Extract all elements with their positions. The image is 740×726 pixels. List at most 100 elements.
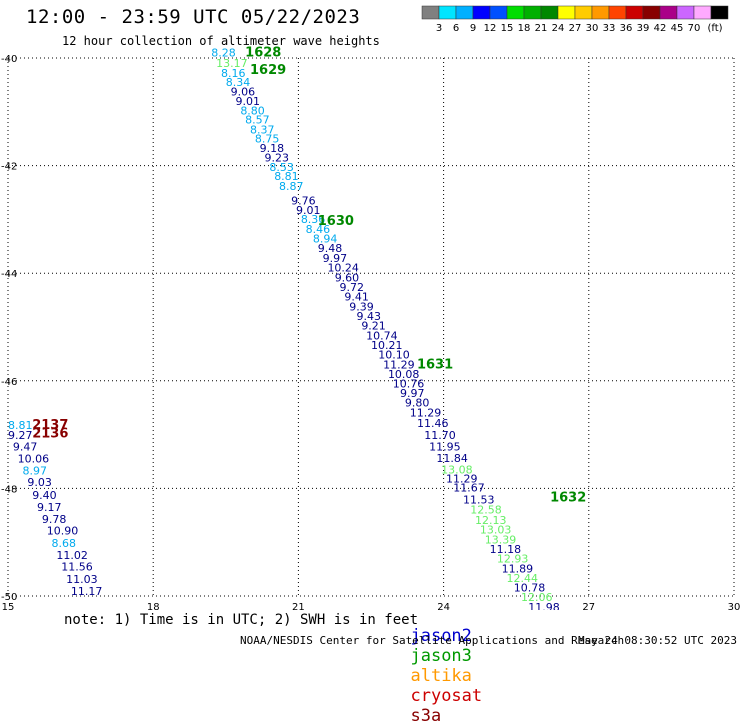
wave-height-point: 9.97 [323, 252, 348, 265]
wave-height-point: 13.17 [216, 57, 248, 70]
wave-height-point: 8.53 [269, 161, 294, 174]
credit-line: NOAA/NESDIS Center for Satellite Applica… [240, 634, 625, 647]
wave-height-point: 11.03 [66, 573, 98, 586]
wave-height-point: 10.78 [514, 582, 546, 595]
page-subtitle: 12 hour collection of altimeter wave hei… [62, 34, 380, 48]
x-tick-label: 30 [728, 602, 740, 610]
wave-height-point: 9.27 [8, 429, 33, 442]
wave-height-point: 9.76 [291, 194, 316, 207]
wave-height-point: 11.53 [463, 493, 495, 506]
wave-height-point: 11.89 [502, 562, 534, 575]
y-tick-label: -44 [1, 269, 17, 280]
wave-height-point: 9.03 [27, 476, 52, 489]
legend-jason2: jason2 [410, 626, 472, 646]
wave-height-point: 8.28 [211, 46, 236, 59]
y-tick-label: -50 [1, 592, 17, 603]
wave-height-point: 10.90 [47, 525, 79, 538]
pass-number-label: 2136 [32, 426, 68, 441]
wave-height-point: 8.57 [245, 114, 270, 127]
wave-height-point: 9.48 [318, 242, 343, 255]
wave-height-point: 9.78 [42, 513, 67, 526]
wave-height-point: 8.36 [301, 213, 326, 226]
wave-height-point: 9.40 [32, 489, 57, 502]
x-tick-label: 24 [437, 602, 450, 610]
wave-height-point: 8.81 [274, 170, 299, 183]
wave-height-point: 11.29 [446, 472, 478, 485]
x-tick-label: 15 [2, 602, 15, 610]
wave-height-point: 9.41 [344, 291, 369, 304]
wave-height-point: 10.10 [378, 349, 410, 362]
satellite-legend: jason2 jason3 altika cryosat s3a [390, 606, 492, 726]
x-tick-label: 18 [147, 602, 160, 610]
wave-height-point: 10.21 [371, 339, 403, 352]
wave-height-point: 9.01 [296, 204, 321, 217]
pass-number-label: 2137 [32, 418, 68, 433]
wave-height-point: 12.06 [521, 591, 553, 604]
wave-height-chart: 15 18 21 24 27 30-40-42-44-46-48-508.2813.178… [1, 45, 740, 610]
wave-height-point: 11.98 [528, 601, 560, 610]
pass-number-label: 1628 [245, 45, 281, 60]
wave-height-point: 10.06 [18, 453, 50, 466]
wave-height-point: 9.21 [361, 320, 386, 333]
wave-height-point: 11.56 [61, 561, 93, 574]
pass-number-label: 1631 [417, 357, 453, 372]
wave-height-point: 9.47 [13, 441, 38, 454]
generated-timestamp: May 24 08:30:52 UTC 2023 [578, 634, 737, 647]
legend-altika: altika [410, 666, 472, 686]
y-tick-label: -42 [1, 162, 17, 173]
wave-height-point: 9.43 [356, 310, 381, 323]
wave-height-point: 13.03 [480, 524, 512, 537]
footnote: note: 1) Time is in UTC; 2) SWH is in fe… [64, 612, 419, 628]
y-tick-label: -40 [1, 54, 17, 65]
legend-jason3: jason3 [410, 646, 472, 666]
wave-height-point: 9.23 [265, 151, 290, 164]
wave-height-point: 8.16 [221, 67, 246, 80]
pass-number-label: 1630 [318, 214, 354, 229]
wave-height-point: 9.06 [231, 86, 256, 99]
wave-height-point: 12.58 [470, 504, 502, 517]
wave-height-point: 11.29 [410, 406, 442, 419]
pass-number-label: 1632 [550, 490, 586, 505]
wave-height-point: 8.97 [23, 464, 48, 477]
wave-height-point: 13.39 [485, 533, 517, 546]
wave-height-point: 11.29 [383, 358, 415, 371]
wave-height-point: 8.80 [240, 104, 265, 117]
wave-height-point: 12.93 [497, 553, 528, 566]
wave-height-point: 8.37 [250, 123, 275, 136]
wave-height-point: 10.74 [366, 329, 398, 342]
pass-number-label: 1629 [250, 63, 286, 78]
wave-height-point: 9.97 [400, 387, 425, 400]
wave-height-point: 9.17 [37, 501, 62, 514]
wave-height-point: 8.46 [306, 223, 331, 236]
y-tick-label: -48 [1, 484, 17, 495]
x-tick-label: 27 [582, 602, 595, 610]
wave-height-point: 9.01 [235, 95, 259, 108]
wave-height-point: 10.24 [327, 262, 359, 275]
wave-height-point: 9.39 [349, 300, 374, 313]
wave-height-point: 12.44 [507, 572, 539, 585]
wave-height-point: 11.67 [453, 482, 485, 495]
wave-height-point: 8.94 [313, 233, 338, 246]
wave-height-point: 9.60 [335, 271, 360, 284]
wave-height-point: 8.75 [255, 132, 280, 145]
y-tick-label: -46 [1, 377, 17, 388]
wave-height-point: 8.34 [226, 76, 251, 89]
wave-height-point: 11.46 [417, 417, 449, 430]
wave-height-point: 12.13 [475, 514, 507, 527]
wave-height-point: 13.08 [441, 463, 473, 476]
legend-s3a: s3a [410, 706, 442, 726]
wave-height-point: 8.87 [279, 180, 304, 193]
wave-height-point: 11.18 [490, 543, 521, 556]
wave-height-point: 8.68 [52, 537, 76, 550]
wave-height-point: 11.17 [71, 585, 103, 598]
wave-height-point: 10.08 [388, 368, 420, 381]
wave-height-point: 11.84 [436, 452, 468, 465]
wave-height-point: 9.18 [260, 142, 285, 155]
wave-height-point: 8.81 [8, 419, 33, 432]
wave-height-point: 11.95 [429, 441, 461, 454]
wave-height-point: 11.02 [56, 549, 88, 562]
page-title: 12:00 - 23:59 UTC 05/22/2023 [26, 6, 361, 28]
wave-height-point: 10.76 [393, 377, 425, 390]
wave-height-point: 9.80 [405, 397, 430, 410]
wave-height-point: 11.70 [424, 429, 456, 442]
